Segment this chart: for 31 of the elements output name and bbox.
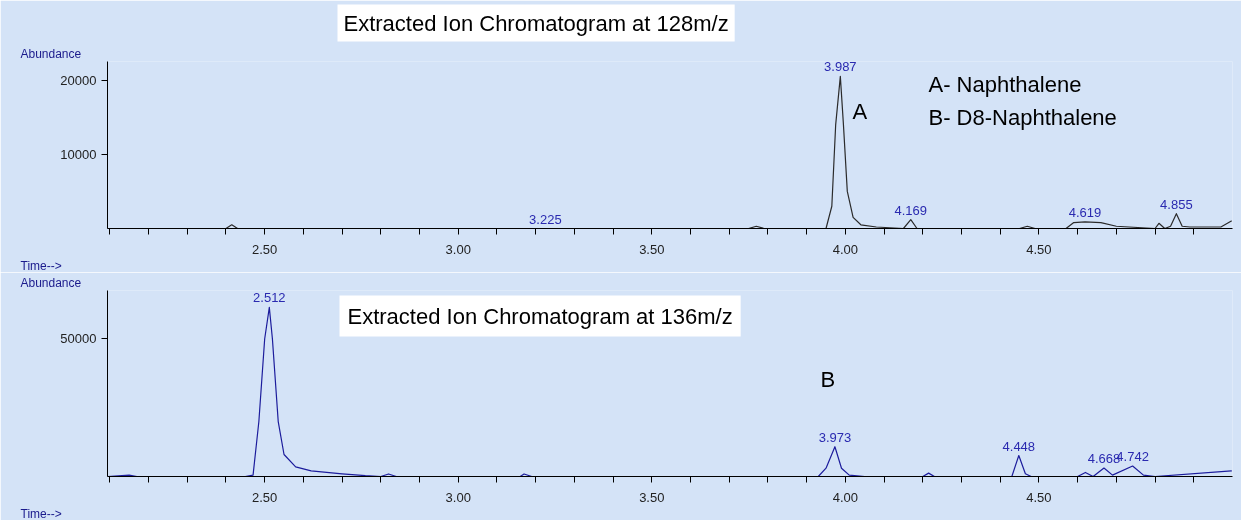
annotation: 4.448 <box>1002 438 1036 454</box>
x-tick-label: 4.00 <box>832 489 859 505</box>
annotation: A <box>852 98 868 124</box>
x-tick-label: 4.50 <box>1026 489 1052 505</box>
y-tick-label: 10000 <box>60 146 97 162</box>
x-axis-title: Time--> <box>20 506 62 521</box>
y-tick-label: 20000 <box>60 72 97 88</box>
x-tick-label: 3.50 <box>639 241 665 257</box>
x-tick-label: 4.00 <box>832 241 859 257</box>
annotation: 4.169 <box>894 202 928 218</box>
x-tick-label: 4.50 <box>1026 241 1052 257</box>
annotation: 4.619 <box>1068 204 1102 220</box>
y-axis-title: Abundance <box>20 275 82 290</box>
chart-title: Extracted Ion Chromatogram at 136m/z <box>347 303 733 329</box>
text: 50000 <box>60 331 97 347</box>
annotation: A- Naphthalene <box>928 71 1082 97</box>
annotation: 3.973 <box>818 429 852 445</box>
y-axis-title: Abundance <box>20 46 82 61</box>
x-tick-label: 2.50 <box>252 489 278 505</box>
annotation: 3.987 <box>824 59 857 75</box>
x-tick-label: 3.50 <box>639 489 665 505</box>
annotation: 2.512 <box>253 290 286 306</box>
x-tick-label: 3.00 <box>445 241 471 257</box>
x-tick-label: 3.00 <box>445 489 471 505</box>
annotation: 3.225 <box>529 211 562 227</box>
chart-title: Extracted Ion Chromatogram at 128m/z <box>343 10 729 36</box>
annotation: B- D8-Naphthalene <box>928 104 1117 130</box>
x-axis-title: Time--> <box>20 258 62 273</box>
x-tick-label: 2.50 <box>252 241 278 257</box>
annotation: B <box>820 366 836 392</box>
annotation: 4.855 <box>1160 196 1193 212</box>
